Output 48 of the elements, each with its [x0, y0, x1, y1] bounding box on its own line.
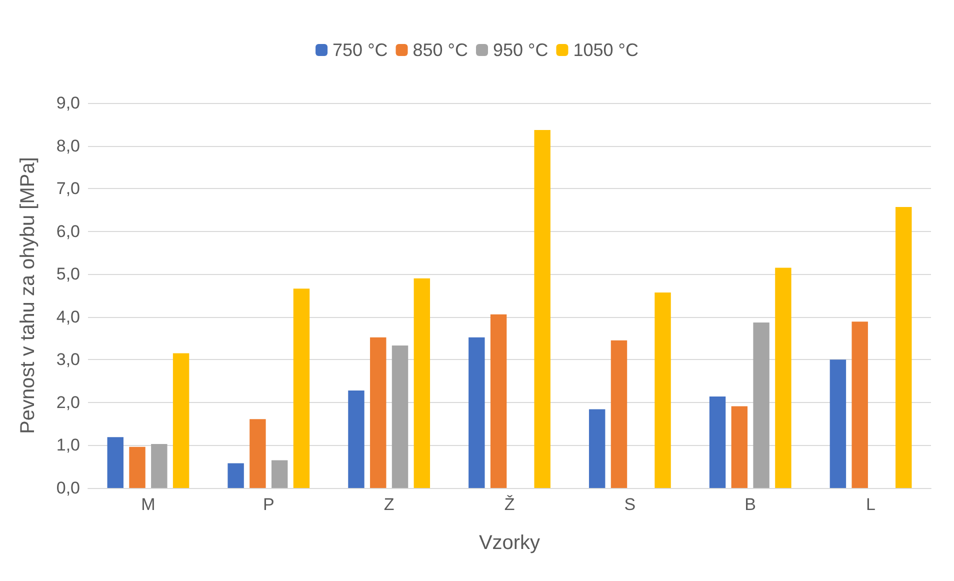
x-tick-label: M [141, 495, 156, 514]
bar [830, 360, 846, 488]
bar [490, 314, 507, 488]
bar [370, 337, 386, 488]
y-axis-title: Pevnost v tahu za ohybu [MPa] [17, 157, 39, 434]
legend-label: 750 °C [332, 40, 388, 60]
bar [654, 292, 671, 488]
bar [172, 353, 190, 488]
x-tick-label: Ž [504, 495, 515, 514]
y-tick-label: 2,0 [56, 392, 80, 412]
bar [709, 396, 726, 488]
x-tick-label: B [744, 495, 756, 514]
bar [250, 419, 266, 488]
bar [293, 288, 310, 488]
bar [896, 206, 912, 488]
x-tick-label: P [262, 495, 274, 514]
bar [107, 437, 124, 488]
x-tick-label: L [866, 495, 876, 514]
bar [588, 409, 606, 488]
y-tick-label: 5,0 [56, 264, 80, 284]
bar [129, 446, 146, 488]
bar [468, 337, 485, 488]
bar [151, 444, 168, 488]
y-tick-label: 4,0 [56, 307, 80, 326]
legend-label: 850 °C [412, 40, 468, 60]
bar [348, 390, 364, 488]
y-tick-label: 3,0 [56, 350, 80, 370]
y-tick-label: 6,0 [56, 222, 80, 241]
bar [228, 463, 244, 488]
bar [753, 322, 770, 488]
x-axis-title: Vzorky [478, 532, 540, 554]
bar [414, 278, 430, 488]
bar [852, 322, 868, 488]
y-tick-label: 1,0 [56, 436, 80, 455]
x-tick-label: Z [384, 495, 394, 514]
x-tick-label: S [624, 495, 636, 514]
bar [392, 346, 408, 488]
bar [271, 460, 288, 488]
bar [731, 406, 748, 488]
legend-label: 1050 °C [573, 40, 638, 60]
bar [610, 340, 628, 488]
y-tick-label: 9,0 [56, 94, 80, 112]
y-tick-label: 0,0 [56, 478, 80, 498]
bar [775, 268, 792, 488]
y-tick-label: 7,0 [56, 179, 80, 198]
legend-label: 950 °C [492, 40, 548, 60]
y-tick-label: 8,0 [56, 136, 80, 156]
bar [534, 130, 550, 488]
